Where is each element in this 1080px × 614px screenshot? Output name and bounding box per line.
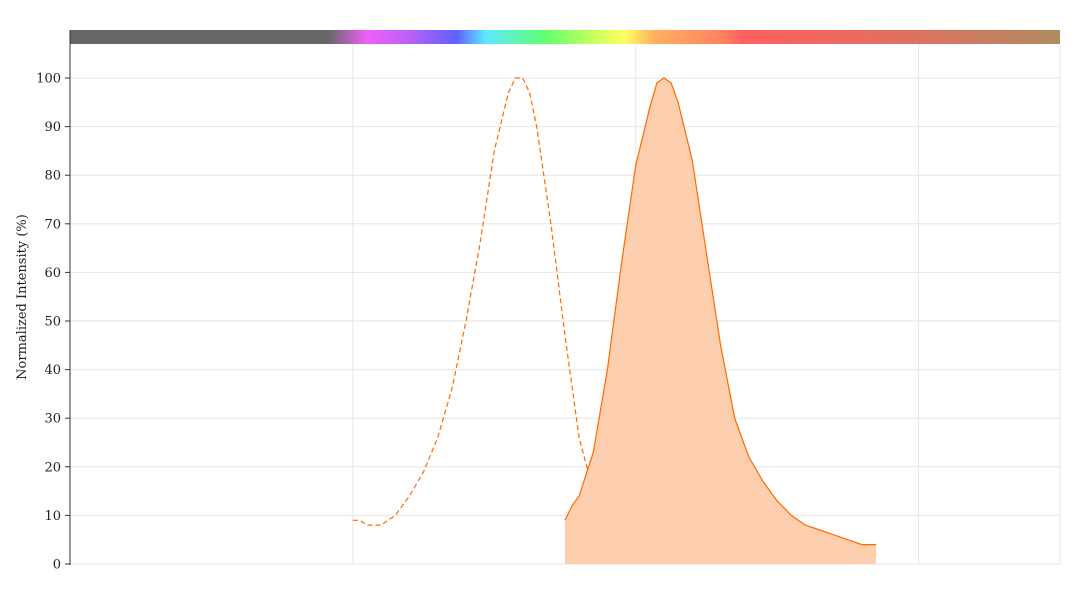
series-layer bbox=[352, 77, 877, 564]
y-tick-label-30: 30 bbox=[44, 412, 61, 427]
y-tick-label-100: 100 bbox=[36, 72, 61, 87]
series-1-line bbox=[564, 77, 877, 546]
y-tick-label-70: 70 bbox=[44, 217, 61, 232]
y-tick-label-60: 60 bbox=[44, 266, 61, 281]
y-tick-label-80: 80 bbox=[44, 169, 61, 184]
y-tick-label-20: 20 bbox=[44, 460, 61, 475]
grid-layer bbox=[70, 44, 1061, 565]
y-tick-label-90: 90 bbox=[44, 120, 61, 135]
y-tick-label-50: 50 bbox=[44, 315, 61, 330]
y-tick-label-10: 10 bbox=[44, 509, 61, 524]
spectrum-bar bbox=[70, 30, 1060, 44]
y-tick-label-40: 40 bbox=[44, 363, 61, 378]
tick-layer: 0 10 20 30 40 50 60 70 80 90 100 bbox=[36, 72, 70, 573]
series-1-area bbox=[565, 78, 877, 564]
series-0-line bbox=[352, 77, 637, 550]
y-tick-label-0: 0 bbox=[53, 558, 61, 573]
y-axis-title: Normalized Intensity (%) bbox=[15, 214, 30, 380]
